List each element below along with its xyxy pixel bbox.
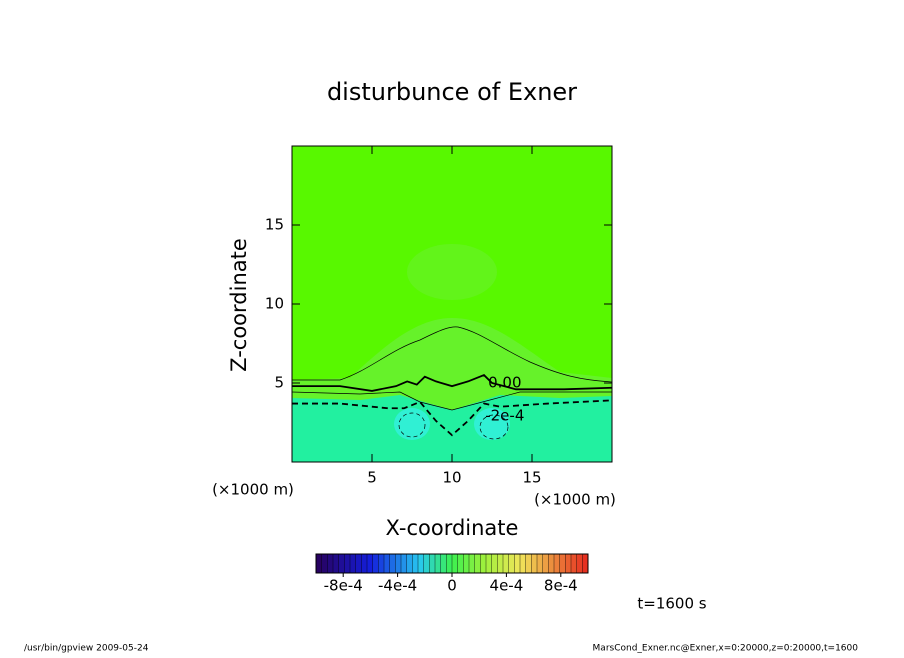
colorbar-tick-label: 0 bbox=[447, 577, 457, 595]
y-tick-label: 15 bbox=[265, 216, 284, 234]
colorbar-swatch bbox=[333, 554, 339, 573]
colorbar-tick-label: -4e-4 bbox=[378, 577, 417, 595]
colorbar-tick-label: 8e-4 bbox=[544, 577, 578, 595]
chart-title: disturbunce of Exner bbox=[327, 78, 577, 106]
colorbar-swatch bbox=[514, 554, 521, 573]
colorbar-swatch bbox=[406, 554, 413, 573]
footer-right: MarsCond_Exner.nc@Exner,x=0:20000,z=0:20… bbox=[593, 644, 859, 654]
colorbar-swatch bbox=[321, 554, 328, 573]
colorbar-swatch bbox=[548, 554, 555, 573]
colorbar-swatch bbox=[338, 554, 345, 573]
colorbar-swatch bbox=[452, 554, 458, 573]
colorbar-swatch bbox=[316, 554, 322, 573]
colorbar-swatch bbox=[367, 554, 373, 573]
contour-line bbox=[292, 399, 612, 437]
contour-line bbox=[292, 391, 612, 411]
colorbar-swatch bbox=[418, 554, 424, 573]
colorbar-swatch bbox=[350, 554, 356, 573]
x-tick-label: 15 bbox=[522, 469, 541, 487]
colorbar-swatch bbox=[463, 554, 470, 573]
colorbar-tick-label: -8e-4 bbox=[324, 577, 363, 595]
contour-line bbox=[398, 412, 426, 438]
footer-left: /usr/bin/gpview 2009-05-24 bbox=[24, 644, 149, 654]
colorbar-swatch bbox=[525, 554, 532, 573]
colorbar-swatch bbox=[435, 554, 441, 573]
colorbar-swatch bbox=[446, 554, 453, 573]
colorbar-swatch bbox=[508, 554, 515, 573]
colorbar-swatch bbox=[559, 554, 566, 573]
contour-line bbox=[479, 414, 509, 440]
colorbar-swatch bbox=[576, 554, 583, 573]
colorbar-tick-label: 4e-4 bbox=[490, 577, 524, 595]
colorbar-swatch bbox=[355, 554, 362, 573]
field-patch bbox=[292, 395, 612, 462]
y-axis-label: Z-coordinate bbox=[227, 238, 251, 372]
y-unit: (×1000 m) bbox=[212, 481, 294, 499]
field bbox=[292, 146, 612, 462]
x-tick-label: 5 bbox=[367, 469, 377, 487]
colorbar-swatch bbox=[361, 554, 368, 573]
colorbar-swatch bbox=[497, 554, 504, 573]
contour-line bbox=[292, 374, 612, 392]
colorbar-swatch bbox=[401, 554, 407, 573]
y-tick-label: 10 bbox=[265, 295, 284, 313]
colorbar-swatch bbox=[486, 554, 492, 573]
colorbar-swatch bbox=[469, 554, 475, 573]
contour-label: 0.00 bbox=[488, 374, 521, 392]
annotation: t=1600 s bbox=[637, 595, 706, 613]
colorbar-swatch bbox=[565, 554, 572, 573]
contour-label: -2e-4 bbox=[485, 407, 524, 425]
colorbar-swatch bbox=[542, 554, 549, 573]
y-tick-label: 5 bbox=[274, 374, 284, 392]
colorbar-swatch bbox=[327, 554, 334, 573]
colorbar-swatch bbox=[412, 554, 419, 573]
colorbar-swatch bbox=[423, 554, 430, 573]
x-unit: (×1000 m) bbox=[534, 491, 616, 509]
colorbar-swatch bbox=[480, 554, 487, 573]
colorbar-swatch bbox=[395, 554, 402, 573]
colorbar-swatch bbox=[457, 554, 464, 573]
colorbar-swatch bbox=[440, 554, 447, 573]
contour-line bbox=[292, 326, 612, 383]
colorbar-swatch bbox=[474, 554, 481, 573]
colorbar-swatch bbox=[344, 554, 351, 573]
colorbar-swatch bbox=[372, 554, 379, 573]
x-tick-label: 10 bbox=[442, 469, 461, 487]
colorbar-swatch bbox=[491, 554, 498, 573]
colorbar-swatch bbox=[429, 554, 436, 573]
colorbar-swatch bbox=[384, 554, 390, 573]
colorbar-swatch bbox=[520, 554, 526, 573]
colorbar-swatch bbox=[582, 554, 589, 573]
field-patch bbox=[407, 244, 497, 300]
field-patch bbox=[474, 408, 510, 440]
colorbar-swatch bbox=[389, 554, 396, 573]
colorbar-swatch bbox=[503, 554, 509, 573]
colorbar-swatch bbox=[531, 554, 538, 573]
colorbar-swatch bbox=[378, 554, 385, 573]
colorbar-swatch bbox=[554, 554, 560, 573]
colorbar-swatch bbox=[571, 554, 577, 573]
colorbar-swatch bbox=[537, 554, 543, 573]
x-axis-label: X-coordinate bbox=[386, 516, 519, 540]
